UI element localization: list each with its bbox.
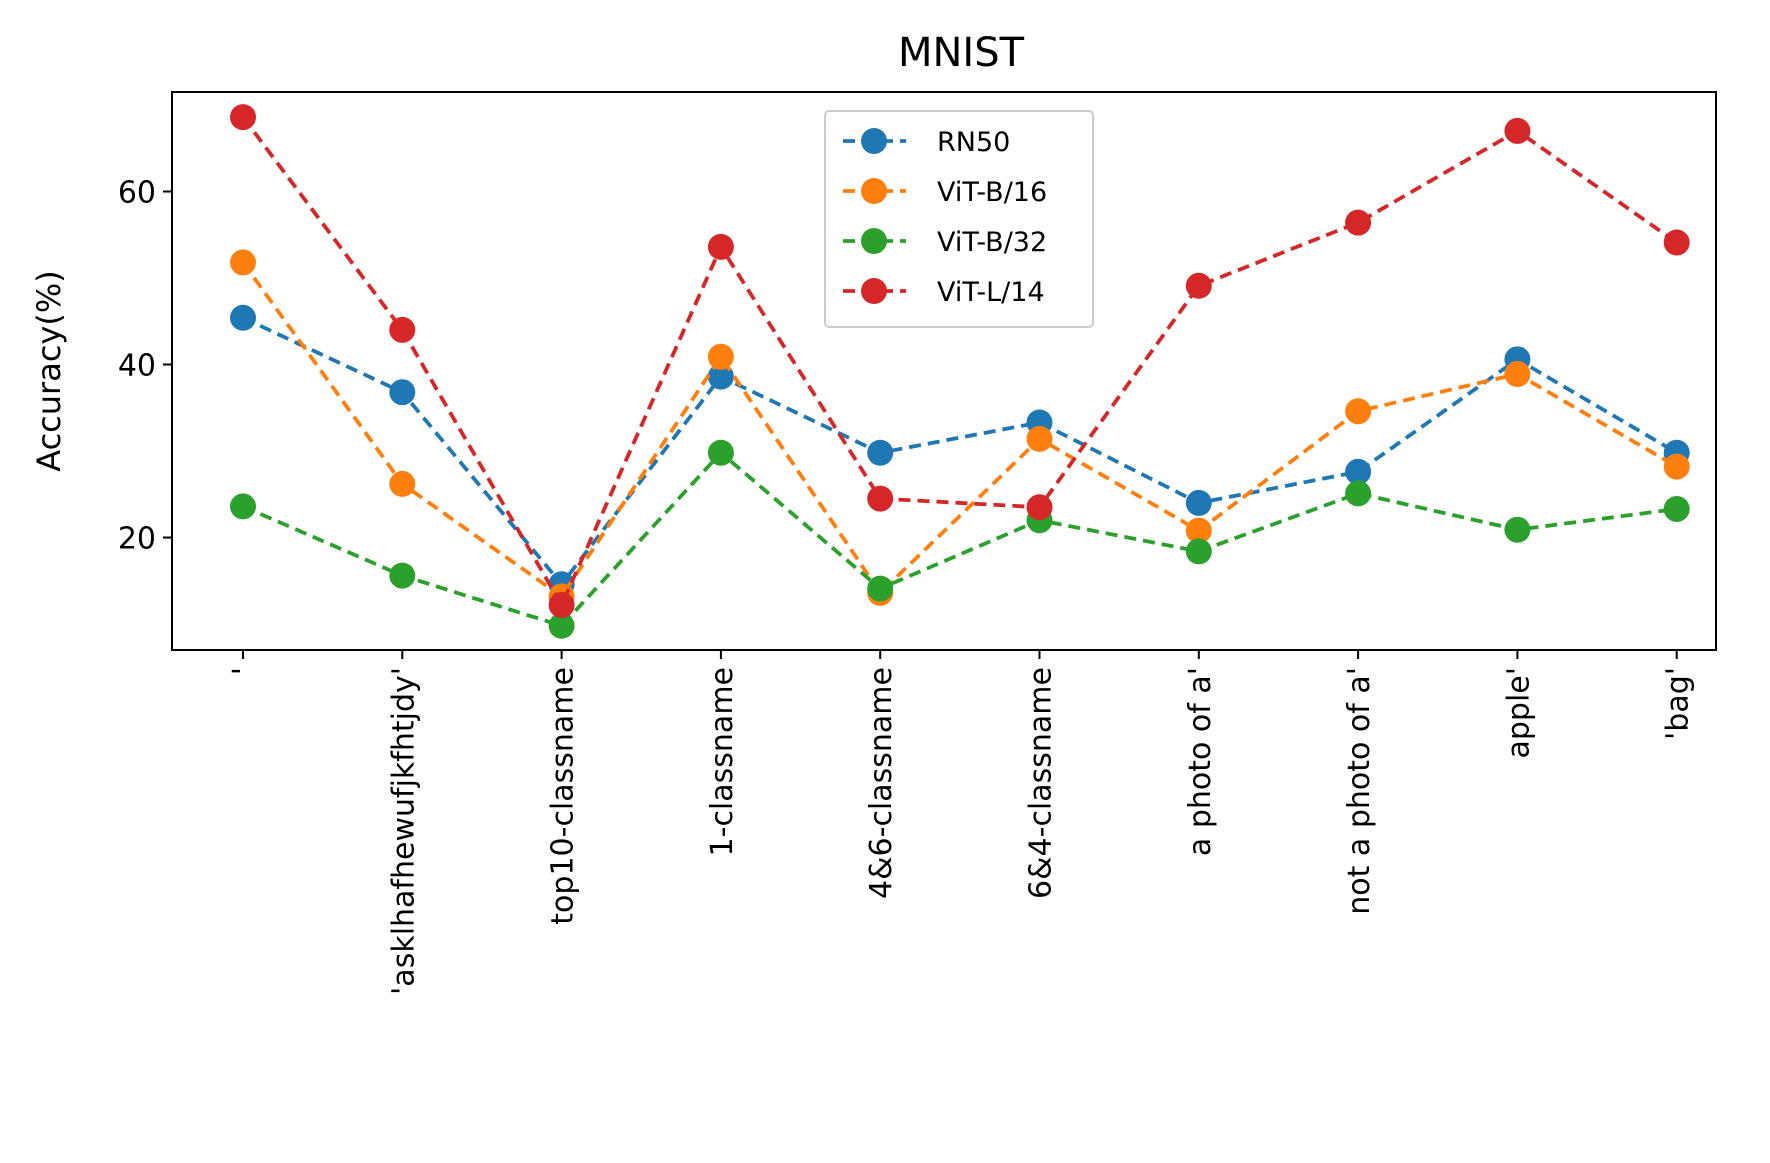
data-point [707,233,734,260]
data-point [707,439,734,466]
data-point [867,439,894,466]
data-point [1345,209,1372,236]
legend-label: RN50 [937,127,1010,158]
data-point [1185,517,1212,544]
y-tick-label: 40 [118,349,156,384]
series-layer [230,104,1690,639]
y-tick-label: 60 [118,175,156,210]
data-point [1345,398,1372,425]
legend-marker [861,228,887,254]
data-point [707,343,734,370]
data-point [1185,489,1212,516]
data-point [548,592,575,619]
data-point [1185,538,1212,565]
series-line [242,316,1678,588]
series-vit-l-14 [230,104,1690,619]
data-point [1504,361,1531,388]
data-point [867,575,894,602]
x-tick-label: a photo of a' [1183,667,1218,856]
legend-item: ViT-B/32 [843,227,1047,258]
data-point [1663,229,1690,256]
series-line [242,450,1677,628]
data-point [1504,117,1531,144]
y-tick-label: 20 [118,522,156,557]
data-point [1026,494,1053,521]
data-point [1185,272,1212,299]
x-tick-label: 'bag' [1661,667,1696,740]
chart-title: MNIST [898,30,1025,76]
legend-marker [861,128,887,154]
series-vit-b-16 [230,249,1690,610]
legend-marker [861,178,887,204]
x-tick-label: 'asklhafhewufjkfhtjdy' [386,667,421,995]
legend-marker [861,278,887,304]
x-tick-label: not a photo of a' [1342,667,1377,915]
data-point [1345,458,1372,485]
legend-item: ViT-L/14 [843,277,1045,308]
x-axis: ' 'asklhafhewufjkfhtjdy' top10-classname 1-… [227,650,1696,995]
x-tick-label: 1-classname [705,667,740,856]
data-point [548,612,575,639]
data-point [389,562,416,589]
data-point [389,316,416,343]
data-point [230,304,256,331]
series-line [241,261,1678,600]
data-point [230,493,256,520]
y-axis-label: Accuracy(%) [30,270,68,471]
legend-box [824,110,1094,328]
x-tick-label: apple' [1501,667,1536,759]
data-point [1026,425,1053,452]
data-point [1663,453,1690,480]
data-point [389,470,416,497]
series-line [241,115,1678,610]
legend-label: ViT-B/32 [937,227,1047,258]
y-axis: 20 40 60 [118,175,172,557]
data-point [1345,480,1372,507]
data-point [230,249,256,276]
legend: RN50 ViT-B/16 ViT-B/32 ViT-L/14 [824,110,1094,328]
x-tick-label: ' [227,667,262,675]
data-point [707,363,734,390]
data-point [1663,495,1690,522]
data-point [1504,516,1531,543]
data-point [389,379,416,406]
legend-label: ViT-B/16 [937,177,1047,208]
legend-label: ViT-L/14 [937,277,1045,308]
data-point [867,485,894,512]
x-tick-label: 6&4-classname [1024,667,1059,899]
series-rn50 [230,304,1690,598]
x-tick-label: top10-classname [546,667,581,925]
x-tick-label: 4&6-classname [864,667,899,899]
data-point [230,104,256,131]
legend-item: ViT-B/16 [843,177,1047,208]
legend-item: RN50 [843,127,1010,158]
